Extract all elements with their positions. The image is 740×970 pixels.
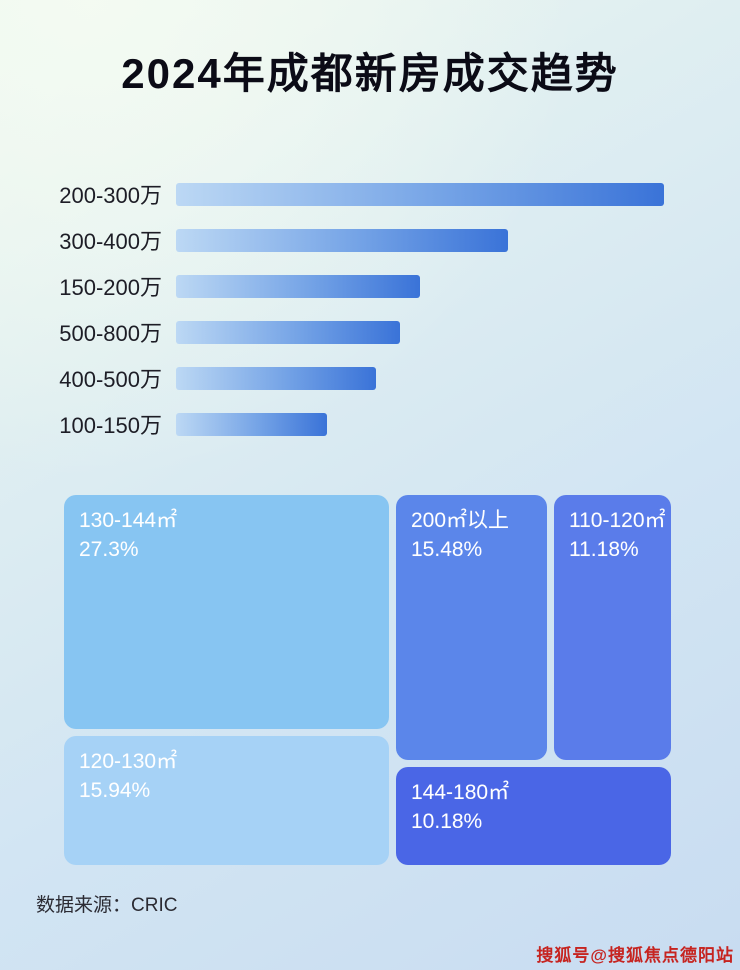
page-title: 2024年成都新房成交趋势 (121, 50, 619, 97)
bar-track (176, 274, 664, 298)
bar-category-label: 400-500万 (59, 367, 162, 392)
treemap-block-value: 15.94% (79, 779, 151, 803)
sohu-watermark: 搜狐号@搜狐焦点德阳站 (536, 946, 734, 965)
bar-row: 100-150万 (38, 412, 664, 438)
treemap-block-120-130: 120-130㎡ 15.94% (64, 736, 389, 865)
treemap-block-value: 15.48% (411, 538, 483, 562)
treemap-block-label: 130-144㎡ (79, 509, 178, 532)
price-band-bar-chart: 200-300万 300-400万 150-200万 500-800万 400- (38, 182, 664, 458)
bar-category-label: 300-400万 (59, 229, 162, 254)
treemap-block-label: 200㎡以上 (411, 509, 510, 532)
treemap-block-label: 120-130㎡ (79, 750, 178, 773)
bar (176, 320, 401, 344)
bar-category-label: 100-150万 (59, 413, 162, 438)
bar-track (176, 412, 664, 436)
bar-row: 200-300万 (38, 182, 664, 208)
treemap-block-144-180: 144-180㎡ 10.18% (396, 767, 671, 865)
bar-row: 300-400万 (38, 228, 664, 254)
bar (176, 182, 664, 206)
treemap-block-value: 10.18% (411, 810, 483, 834)
bar-row: 500-800万 (38, 320, 664, 346)
bar (176, 274, 420, 298)
bar-track (176, 366, 664, 390)
bar-category-label: 150-200万 (59, 275, 162, 300)
bar-category-label: 200-300万 (59, 183, 162, 208)
bar-track (176, 182, 664, 206)
bar (176, 412, 328, 436)
treemap-block-200-plus: 200㎡以上 15.48% (396, 495, 547, 760)
treemap-block-label: 144-180㎡ (411, 781, 510, 804)
bar (176, 228, 508, 252)
treemap-block-label: 110-120㎡ (569, 509, 666, 532)
data-source-label: 数据来源：CRIC (36, 895, 178, 916)
bar-category-label: 500-800万 (59, 321, 162, 346)
treemap-block-130-144: 130-144㎡ 27.3% (64, 495, 389, 729)
bar (176, 366, 377, 390)
bar-track (176, 228, 664, 252)
treemap-block-110-120: 110-120㎡ 11.18% (554, 495, 671, 760)
treemap-block-value: 11.18% (569, 538, 639, 562)
area-share-treemap: 130-144㎡ 27.3% 200㎡以上 15.48% 110-120㎡ 11… (64, 495, 671, 865)
bar-track (176, 320, 664, 344)
treemap-block-value: 27.3% (79, 538, 139, 562)
bar-row: 400-500万 (38, 366, 664, 392)
bar-row: 150-200万 (38, 274, 664, 300)
